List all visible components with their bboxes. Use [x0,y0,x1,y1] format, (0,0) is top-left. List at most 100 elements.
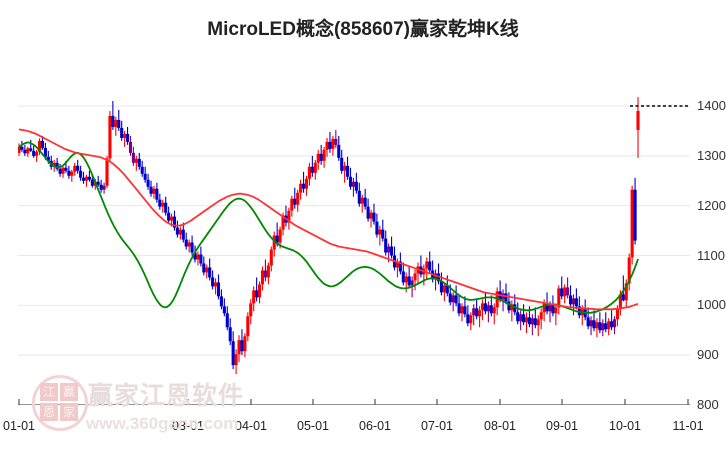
candle-body [105,158,109,186]
candle-body [187,242,191,247]
candle-body [434,273,438,280]
candle-body [413,273,417,281]
candle-body [542,303,546,313]
x-axis-line [18,399,690,405]
candle-body [169,216,174,221]
candle-body [351,181,355,187]
candle-body [524,317,529,323]
candle-body [313,162,317,173]
candle-body [548,305,552,312]
candle-body [451,295,455,303]
candle-body [228,327,232,342]
candle-body [161,202,165,207]
candle-body [211,277,215,287]
y-axis-tick-label: 1100 [697,247,725,263]
candle-body [472,308,476,316]
candle-body [99,184,103,190]
candle-body [586,317,590,327]
ma-line [18,141,639,314]
seal-glyph: 家 [60,403,78,421]
candle-body [143,173,147,180]
candle-body [331,138,335,149]
candle-body [551,305,555,314]
candle-body [255,290,259,298]
candle-body [37,140,42,152]
candle-body [530,318,534,325]
candle-body [363,197,367,207]
candle-body [483,303,488,312]
candle-body [219,296,223,307]
candle-body [545,303,549,312]
candle-body [346,165,350,177]
candle-body [111,115,115,127]
seal-ring [32,375,88,431]
candle-body [84,176,89,181]
candle-body [222,306,226,314]
candle-body [178,229,182,235]
y-axis-tick-label: 1200 [697,197,726,213]
candle-body [52,162,56,167]
candle-body [266,265,270,278]
candle-body [140,166,144,174]
y-axis-tick-label: 1000 [697,297,726,313]
candle-body [574,298,578,307]
candle-body [181,229,185,240]
candle-body [533,318,537,326]
candle-body [571,298,576,305]
candle-body [604,323,608,330]
candle-body [190,242,194,253]
candle-body [334,138,338,145]
candle-body [486,305,490,312]
watermark-brand: 赢家江恩软件 [88,382,245,410]
candle-body [316,153,320,163]
candle-body [381,229,385,239]
candle-body [325,141,329,150]
candle-body [87,176,91,180]
x-axis-tick-label: 08-01 [484,419,516,433]
candle-body [475,308,479,317]
candle-body [23,149,27,154]
candle-body [304,178,309,189]
candle-body [40,140,45,148]
candle-body [489,305,493,314]
candle-body [398,261,402,272]
candle-body [369,212,373,219]
candle-body [249,303,253,317]
candle-body [125,133,130,142]
candle-body [260,270,265,285]
candle-body [102,185,106,190]
candle-body [243,336,247,352]
candle-body [158,199,162,207]
candle-body [466,314,470,324]
x-axis-tick-label: 05-01 [297,419,329,433]
candle-body [404,276,408,283]
candle-body [395,261,399,268]
candle-body [26,148,30,154]
candle-body [299,183,303,193]
moving-average-lines [18,128,639,314]
candle-body [231,341,235,366]
seal-glyph: 恩 [40,403,58,421]
x-axis-tick-label: 09-01 [546,419,578,433]
candle-body [607,321,611,330]
candle-body [492,307,496,314]
candle-body [527,317,532,325]
candle-body [592,320,596,329]
candle-body [387,246,391,253]
candle-body [193,252,197,260]
candle-body [272,235,276,250]
seal-glyph: 赢 [60,383,78,401]
x-axis-tick-label: 01-01 [3,419,35,433]
candle-body [307,166,311,179]
candle-body [302,183,306,189]
candle-body [536,319,540,326]
candle-body [478,310,482,317]
candle-body [360,197,364,204]
candle-body [589,320,593,327]
candle-body [319,153,323,161]
candle-body [208,267,212,278]
candle-body [117,119,121,128]
candle-body [35,151,39,156]
ma-line [18,128,639,311]
candle-body [61,167,65,174]
